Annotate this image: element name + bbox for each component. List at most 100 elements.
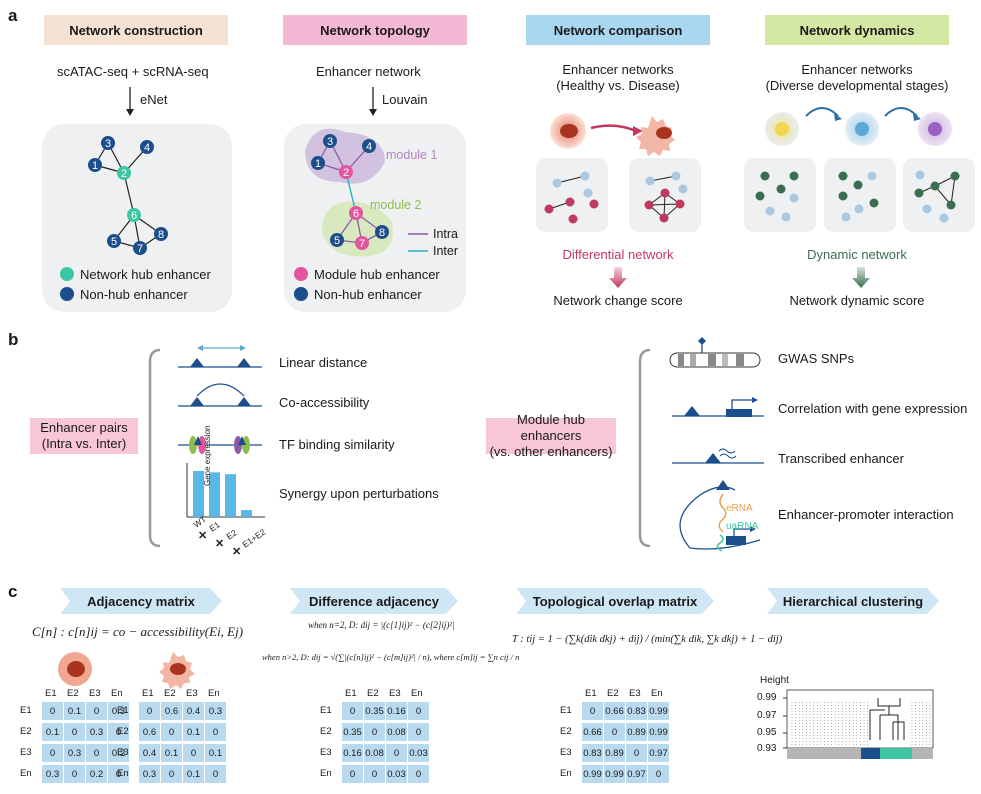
matrix-row-label: En xyxy=(320,768,332,779)
matrix-row-label: E2 xyxy=(117,726,129,737)
header-adjacency-matrix: Adjacency matrix xyxy=(60,588,222,614)
matrix-cell: 0.89 xyxy=(604,744,625,762)
synergy-label: Synergy upon perturbations xyxy=(279,486,439,501)
dendrogram xyxy=(783,689,934,759)
disease-arrow xyxy=(590,124,637,133)
module-hub-line2: (vs. other enhancers) xyxy=(489,444,613,459)
matrix-cell: 0.3 xyxy=(64,744,85,762)
matrix-row-label: E1 xyxy=(20,705,32,716)
header-network-dynamics: Network dynamics xyxy=(765,15,949,45)
header-hierarchical-clustering: Hierarchical clustering xyxy=(767,588,939,614)
matrix-row-label: E2 xyxy=(320,726,332,737)
matrix-cell: 0.3 xyxy=(205,702,226,720)
matrix-col-label: En xyxy=(111,688,123,699)
topo-node-4-label: 4 xyxy=(366,141,372,153)
matrix-row-label: E2 xyxy=(20,726,32,737)
dynamics-line2: (Diverse developmental stages) xyxy=(765,78,949,93)
node-5-label: 5 xyxy=(111,236,117,248)
dynamics-cells xyxy=(765,107,952,146)
matrix-cell: 0.66 xyxy=(582,723,603,741)
legend-hub-label: Network hub enhancer xyxy=(80,267,211,282)
comparison-line2: (Healthy vs. Disease) xyxy=(556,78,680,93)
matrix-cell: 0.1 xyxy=(64,702,85,720)
matrix-cell: 0.3 xyxy=(108,702,129,720)
matrix-col-label: En xyxy=(411,688,423,699)
matrix-row-label: E3 xyxy=(320,747,332,758)
matrix-cell: 0 xyxy=(626,744,647,762)
topo-node-7-label: 7 xyxy=(359,238,365,250)
matrix-cell: 0 xyxy=(386,744,407,762)
node-2-label: 2 xyxy=(121,168,127,180)
node-3 xyxy=(101,136,115,150)
matrix-col-label: E2 xyxy=(367,688,379,699)
matrix-cell: 0.99 xyxy=(604,765,625,783)
b-graphics: Gene expression WT ✕ E1 ✕ E2 ✕ E1+E2 xyxy=(148,337,764,558)
topo-node-6 xyxy=(349,206,363,220)
bar-0 xyxy=(193,471,204,517)
topology-input: Enhancer network xyxy=(316,64,421,79)
matrix-col-label: E3 xyxy=(629,688,641,699)
matrix-col-label: E2 xyxy=(67,688,79,699)
topo-node-4 xyxy=(362,139,376,153)
matrix-cell: 0 xyxy=(408,765,429,783)
matrix-cell: 0.1 xyxy=(183,765,204,783)
matrix-cell: 0.89 xyxy=(626,723,647,741)
adjacency-formula: C[n] : c[n]ij = co − accessibility(Ei, E… xyxy=(32,624,244,639)
matrix-cell: 0.35 xyxy=(364,702,385,720)
dendro-tick-1: 0.97 xyxy=(757,710,777,721)
enhancer-pairs-line1: Enhancer pairs xyxy=(40,420,128,435)
a-arrows xyxy=(126,87,377,116)
matrix-row-label: E1 xyxy=(117,705,129,716)
uarna-label: uaRNA xyxy=(726,521,759,532)
comparison-cells xyxy=(550,113,675,156)
matrix-cell: 0 xyxy=(408,702,429,720)
construction-input: scATAC-seq + scRNA-seq xyxy=(57,64,209,79)
ep-interaction-label: Enhancer-promoter interaction xyxy=(778,507,954,522)
matrix-cell: 0.4 xyxy=(183,702,204,720)
node-4 xyxy=(140,140,154,154)
construction-network: 1 2 3 4 5 6 7 8 xyxy=(60,136,168,301)
matrix-cell: 0.1 xyxy=(161,744,182,762)
enhancer-pairs-label: Enhancer pairs (Intra vs. Inter) xyxy=(30,418,138,454)
dynamics-line1: Enhancer networks xyxy=(801,62,913,77)
module-hub-line1: Module hub enhancers xyxy=(517,412,585,443)
matrix-cell: 0 xyxy=(364,765,385,783)
matrix-row-label: E3 xyxy=(560,747,572,758)
panel-letter-b: b xyxy=(8,330,19,349)
matrix-cell: 0 xyxy=(139,702,160,720)
bar-x1-icon: ✕ xyxy=(198,530,207,542)
matrix-cell: 0 xyxy=(183,744,204,762)
matrix-cell: 0.3 xyxy=(139,765,160,783)
node-4-label: 4 xyxy=(144,142,150,154)
matrix-col-label: E1 xyxy=(585,688,597,699)
stage2-network-box xyxy=(824,158,896,232)
difference-formula-2: when n>2, D: dij = √(∑|(c[n]ij)² − (c[m]… xyxy=(262,652,520,662)
legend-module-hub-dot xyxy=(294,267,308,281)
matrix-col-label: E2 xyxy=(607,688,619,699)
healthy-nucleus xyxy=(560,124,578,138)
dynamic-arrow xyxy=(852,267,870,288)
matrix-cell: 0.03 xyxy=(408,744,429,762)
bar-2 xyxy=(225,474,236,517)
matrix-cell: 0.4 xyxy=(139,744,160,762)
bar-3 xyxy=(241,510,252,517)
matrix-cell: 0.08 xyxy=(386,723,407,741)
matrix-cell: 0.66 xyxy=(604,702,625,720)
dendro-ylabel: Height xyxy=(760,675,789,686)
matrix-cell: 0 xyxy=(86,702,107,720)
header-difference-adjacency: Difference adjacency xyxy=(290,588,458,614)
matrix-cell: 0 xyxy=(108,723,129,741)
matrix-cell: 0.97 xyxy=(626,765,647,783)
matrix-row-label: E3 xyxy=(20,747,32,758)
tom-formula: T : tij = 1 − (∑k(dik dkj) + dij) / (min… xyxy=(512,634,783,645)
matrix-row-label: E1 xyxy=(560,705,572,716)
bar-label-e2: E2 xyxy=(224,527,238,541)
matrix-cell: 0.16 xyxy=(386,702,407,720)
dendro-tick-0: 0.99 xyxy=(757,692,777,703)
matrix-cell: 0.2 xyxy=(86,765,107,783)
matrix-cell: 0.08 xyxy=(364,744,385,762)
construction-method: eNet xyxy=(140,92,168,107)
topology-network: 1 2 3 4 5 6 7 8 xyxy=(294,128,428,301)
matrix-col-label: E3 xyxy=(186,688,198,699)
erna-label: eRNA xyxy=(726,503,753,514)
